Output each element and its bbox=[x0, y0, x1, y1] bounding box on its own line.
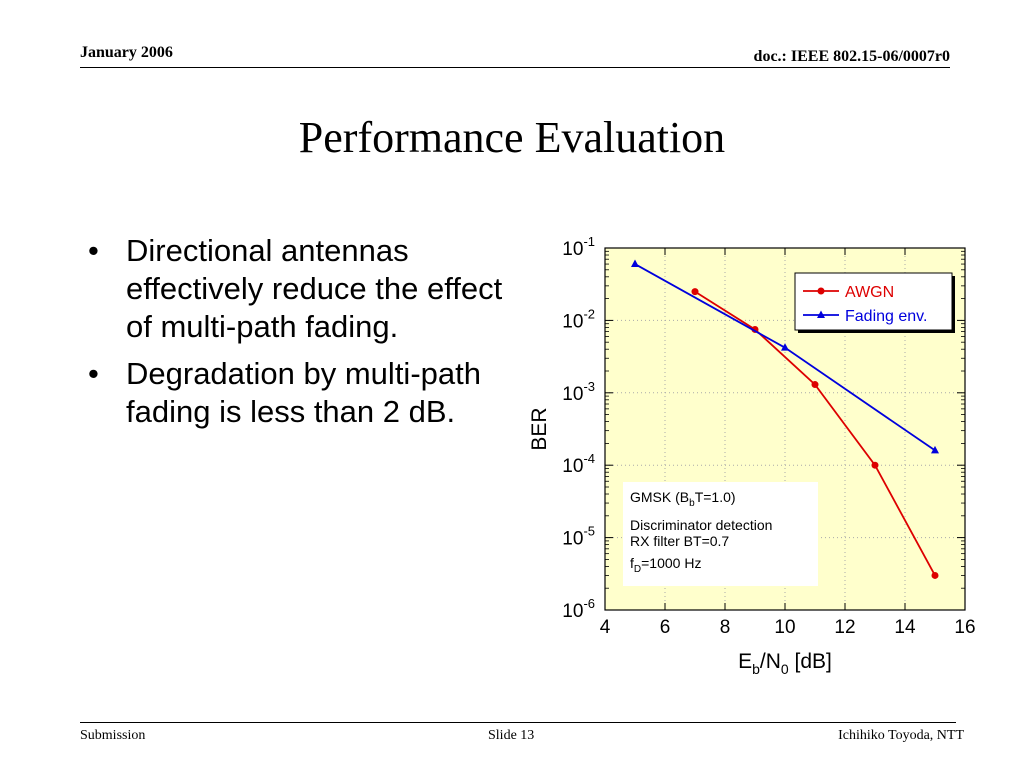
y-axis-label: BER bbox=[528, 407, 551, 450]
legend: AWGN Fading env. bbox=[794, 272, 953, 331]
y-tick-label: 10-6 bbox=[562, 596, 595, 622]
bullet-dot-icon: • bbox=[88, 233, 99, 268]
bullet-dot-icon: • bbox=[88, 356, 99, 392]
header-doc-number: doc.: IEEE 802.15-06/0007r0 bbox=[753, 48, 950, 65]
header-rule bbox=[80, 67, 950, 68]
header-date: January 2006 bbox=[80, 44, 173, 61]
bullet-text: Degradation by multi-path fading is less… bbox=[126, 356, 481, 430]
bullet-item: • Directional antennas effectively reduc… bbox=[86, 232, 526, 345]
x-tick-label: 8 bbox=[720, 617, 731, 638]
y-tick-label: 10-1 bbox=[562, 234, 595, 260]
data-point bbox=[931, 445, 939, 454]
legend-marker bbox=[817, 310, 825, 318]
x-tick-label: 14 bbox=[894, 617, 916, 638]
plot-frame bbox=[604, 247, 966, 611]
y-tick-label: 10-3 bbox=[562, 379, 595, 405]
x-tick-label: 6 bbox=[660, 617, 671, 638]
x-tick-label: 10 bbox=[774, 617, 795, 638]
x-tick-label: 4 bbox=[600, 617, 611, 638]
y-tick-label: 10-5 bbox=[562, 524, 595, 550]
legend-marker bbox=[817, 287, 825, 295]
bullet-item: • Degradation by multi-path fading is le… bbox=[86, 355, 526, 431]
y-tick-label: 10-2 bbox=[562, 306, 595, 332]
legend-box bbox=[794, 272, 953, 331]
annotation-line: RX filter BT=0.7 bbox=[630, 533, 729, 549]
data-point bbox=[931, 571, 939, 579]
bullet-text: Directional antennas effectively reduce … bbox=[126, 233, 503, 344]
footer-submission: Submission bbox=[80, 728, 146, 743]
legend-label: AWGN bbox=[845, 284, 894, 301]
legend-label: Fading env. bbox=[845, 308, 927, 325]
annotation-line: fD=1000 Hz bbox=[630, 555, 701, 575]
annotation-line: GMSK (BbT=1.0) bbox=[630, 489, 736, 509]
ber-chart: 4 6 8 10 12 14 16 10-1 10-2 10-3 10-4 10-5 10-6 Eb/N0… bbox=[528, 234, 976, 677]
x-axis-label: Eb/N0 [dB] bbox=[738, 650, 832, 677]
slide-title: Performance Evaluation bbox=[298, 113, 726, 162]
data-point bbox=[871, 461, 879, 469]
bullet-list: • Directional antennas effectively reduc… bbox=[86, 232, 526, 441]
data-point bbox=[631, 259, 639, 268]
data-point bbox=[691, 288, 699, 296]
data-point bbox=[781, 343, 789, 351]
data-point bbox=[811, 381, 819, 389]
x-tick-label: 12 bbox=[834, 617, 855, 638]
x-tick-label: 16 bbox=[954, 617, 975, 638]
y-tick-label: 10-4 bbox=[562, 451, 595, 477]
annotation-box bbox=[623, 482, 818, 586]
annotation-line: Discriminator detection bbox=[630, 517, 772, 533]
footer-slide-number: Slide 13 bbox=[488, 728, 535, 743]
footer-rule bbox=[80, 722, 956, 723]
footer-author: Ichihiko Toyoda, NTT bbox=[838, 728, 964, 743]
